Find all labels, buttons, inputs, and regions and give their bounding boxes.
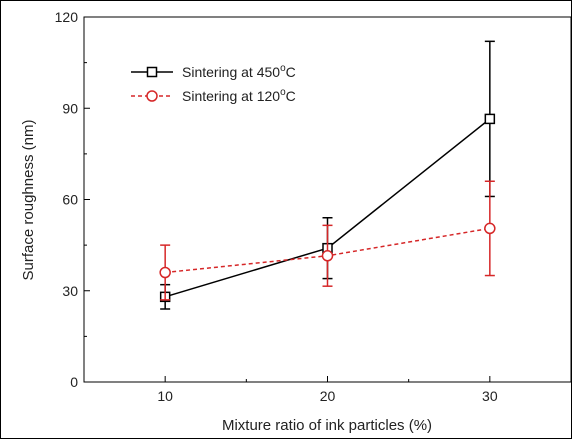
x-axis-label: Mixture ratio of ink particles (%) [222, 417, 432, 434]
legend-item: Sintering at 120oC [131, 87, 296, 104]
y-tick-label: 120 [55, 9, 79, 25]
series-layer [159, 40, 496, 310]
legend: Sintering at 450oC Sintering at 120oC [131, 63, 296, 104]
data-point-square [146, 66, 158, 78]
x-tick-label: 10 [157, 388, 173, 404]
data-point-square [484, 113, 496, 125]
data-point-circle [484, 222, 496, 235]
x-tick-label: 30 [482, 388, 498, 404]
data-point-circle [146, 90, 158, 102]
data-point-circle [159, 266, 171, 279]
y-axis: 0 30 60 90 120 [55, 9, 90, 390]
x-tick-label: 20 [320, 388, 336, 404]
legend-item: Sintering at 450oC [131, 63, 296, 80]
y-tick-label: 60 [62, 192, 78, 208]
x-axis: 10 20 30 [83, 376, 572, 404]
data-point-circle [321, 250, 334, 262]
legend-label: Sintering at 120oC [182, 87, 296, 104]
series [159, 180, 496, 301]
y-tick-label: 30 [62, 283, 78, 299]
legend-label: Sintering at 450oC [182, 63, 296, 80]
y-tick-label: 0 [70, 374, 78, 390]
y-tick-label: 90 [62, 100, 78, 116]
y-axis-label: Surface roughness (nm) [20, 120, 37, 281]
